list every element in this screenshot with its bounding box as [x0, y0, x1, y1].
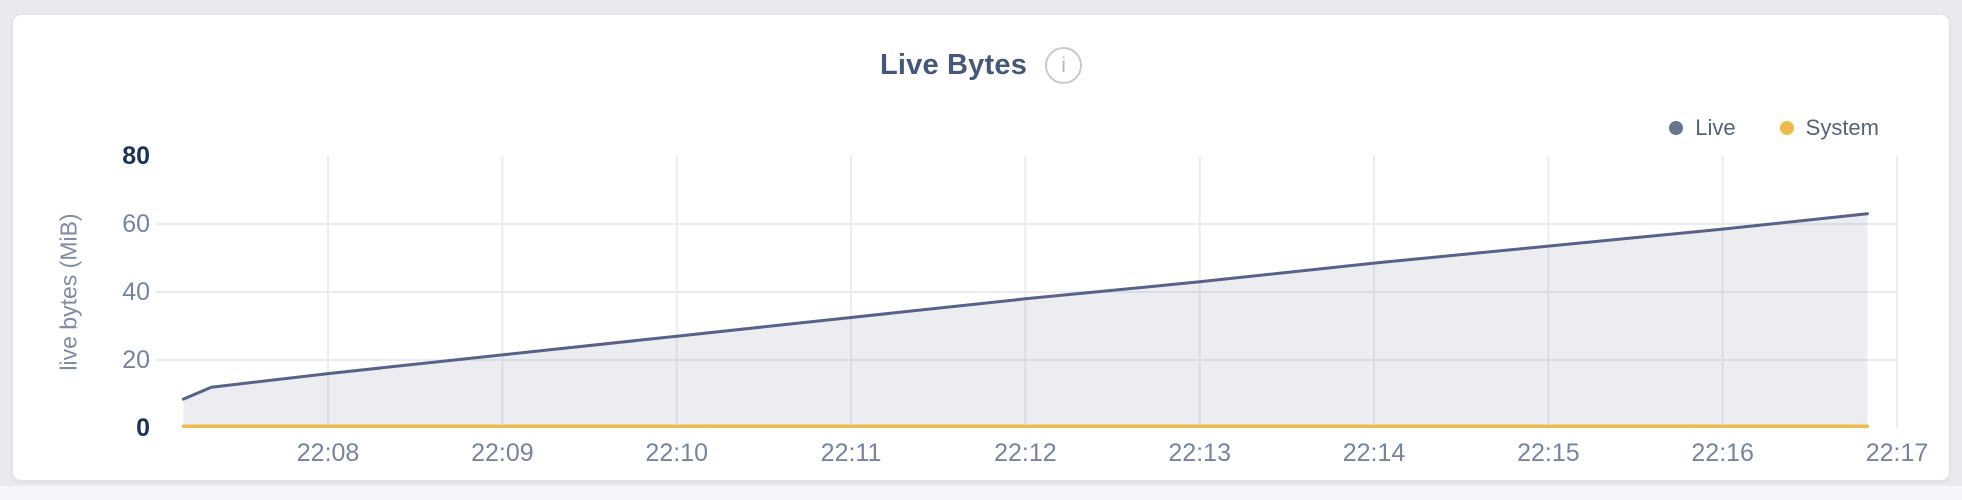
y-axis-tick-label: 80: [122, 142, 150, 170]
x-axis-tick-label: 22:13: [1168, 439, 1231, 467]
live-series-area: [183, 213, 1868, 428]
x-axis-tick-label: 22:09: [471, 439, 534, 467]
chart-plot-area[interactable]: [156, 156, 1898, 429]
x-axis-tick-label: 22:16: [1691, 439, 1754, 467]
x-axis-tick-label: 22:10: [645, 439, 708, 467]
legend-label-system: System: [1805, 115, 1879, 140]
y-axis-tick-label: 60: [122, 210, 150, 238]
system-series-dot-icon: [1779, 121, 1794, 135]
y-axis-tick-label: 40: [122, 278, 150, 306]
y-axis-tick-label: 20: [122, 346, 150, 374]
chart-title: Live Bytes: [879, 49, 1028, 81]
x-axis-tick-label: 22:14: [1342, 439, 1406, 467]
x-axis-tick-label: 22:08: [296, 439, 360, 467]
x-axis-tick-label: 22:12: [994, 439, 1057, 467]
chart-card: Live Bytes i Live System live bytes (MiB…: [12, 14, 1950, 481]
legend-item-live: Live: [1669, 115, 1736, 141]
live-series-dot-icon: [1669, 121, 1684, 135]
info-icon[interactable]: i: [1045, 47, 1083, 84]
page-bottom-strip: [0, 486, 1962, 500]
chart-header: Live Bytes i: [13, 47, 1949, 84]
x-axis-tick-label: 22:11: [820, 439, 882, 467]
x-axis-tick-label: 22:15: [1517, 439, 1580, 467]
legend-item-system: System: [1779, 115, 1879, 141]
live-series-line: [181, 212, 1869, 401]
y-axis-tick-label: 0: [136, 414, 150, 442]
x-axis-tick-label: 22:17: [1865, 439, 1929, 467]
legend: Live System: [1669, 115, 1879, 141]
legend-label-live: Live: [1695, 115, 1736, 140]
